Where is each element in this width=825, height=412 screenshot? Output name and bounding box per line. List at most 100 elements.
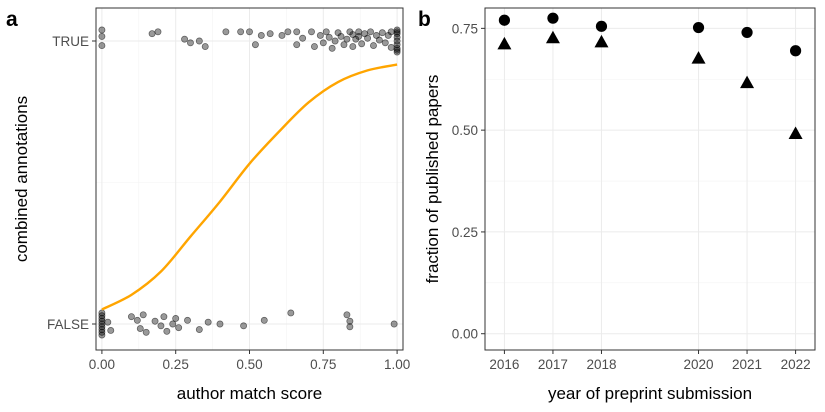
panel-a-point <box>240 322 248 330</box>
panel-a-point <box>378 29 386 37</box>
panel-a-point <box>287 309 295 317</box>
panel-a-point <box>393 33 401 41</box>
panel-b-x-tick-label: 2016 <box>489 357 519 372</box>
panel-a-point <box>266 30 274 38</box>
panel-a-point <box>308 28 315 36</box>
panel-a-y-axis: FALSE TRUE <box>47 34 96 332</box>
panel-a-point <box>181 35 189 43</box>
panel-a-point <box>172 315 180 322</box>
panel-a-y-tick-label: TRUE <box>52 34 89 49</box>
panel-b-y-title: fraction of published papers <box>423 75 442 284</box>
panel-b-circle-point <box>692 21 705 34</box>
panel-a-point <box>284 28 292 36</box>
panel-a-x-tick-label: 1.00 <box>384 357 410 372</box>
panel-a-point <box>187 39 194 47</box>
panel-a-point <box>390 320 398 328</box>
panel-b-triangle-point <box>788 126 803 139</box>
panel-a-point <box>136 325 144 333</box>
panel-a-point <box>237 28 245 36</box>
panel-b-y-axis: 0.00 0.25 0.50 0.75 <box>452 21 485 342</box>
panel-b-circle-point <box>547 12 559 24</box>
panel-a-y-title: combined annotations <box>12 96 31 262</box>
panel-a-x-title: author match score <box>177 384 323 403</box>
panel-a-point <box>337 32 345 40</box>
panel-a-point <box>184 316 191 324</box>
panel-a-point <box>195 326 203 333</box>
panel-a-point <box>340 41 348 49</box>
panel-b-x-tick-label: 2020 <box>684 357 714 372</box>
panel-a-fit-curve <box>101 63 398 311</box>
panel-a-point <box>154 28 162 36</box>
panel-a-point <box>98 42 106 50</box>
panel-a-point <box>393 28 401 36</box>
panel-a-point <box>260 316 268 324</box>
panel-a-grid <box>96 8 403 350</box>
panel-a-point <box>201 43 209 50</box>
panel-a-tag: a <box>6 8 18 31</box>
panel-a-point <box>293 28 301 36</box>
panel-a-y-tick-label: FALSE <box>47 317 89 332</box>
panel-a-point <box>322 28 330 36</box>
panel-a-point <box>98 32 106 40</box>
panel-b-circle-point <box>498 14 511 26</box>
panel-a-point <box>127 313 135 321</box>
panel-a-point <box>133 316 141 324</box>
panel-b-y-tick-label: 0.00 <box>452 327 478 342</box>
panel-a-point <box>160 313 168 321</box>
panel-a-x-tick-label: 0.50 <box>236 357 262 372</box>
panel-a-point <box>175 324 183 332</box>
panel-a-point <box>98 26 106 34</box>
panel-b-x-tick-label: 2018 <box>586 357 616 372</box>
panel-b-circle-point <box>789 45 802 57</box>
panel-a-point <box>216 320 224 328</box>
panel-b-y-tick-label: 0.50 <box>452 123 478 138</box>
panel-a-x-tick-label: 0.00 <box>89 357 115 372</box>
panel-a-point <box>148 30 156 38</box>
panel-b-x-tick-label: 2021 <box>732 357 762 372</box>
panel-a-point <box>349 43 357 50</box>
panel-a-point <box>387 28 395 36</box>
panel-a-point <box>246 28 253 36</box>
panel-b-points <box>497 12 803 139</box>
panel-a-x-tick-label: 0.25 <box>163 357 189 372</box>
panel-a-point <box>346 323 354 331</box>
panel-a: a 0.00 0.25 0.50 0.75 1.00 FALSE TRUE author … <box>6 7 410 403</box>
panel-a-point <box>331 37 339 45</box>
panel-a-x-axis: 0.00 0.25 0.50 0.75 1.00 <box>89 350 410 372</box>
panel-a-point <box>293 41 301 49</box>
panel-b-x-title: year of preprint submission <box>548 384 752 403</box>
panel-a-point <box>328 44 336 52</box>
panel-a-point <box>195 37 203 45</box>
panel-b-triangle-point <box>545 30 560 44</box>
panel-b-tag: b <box>418 8 431 31</box>
panel-a-point <box>157 322 165 330</box>
panel-a-point <box>381 39 389 47</box>
panel-b-triangle-point <box>740 75 755 89</box>
panel-b-grid <box>485 8 815 350</box>
panel-a-point <box>169 320 177 328</box>
panel-a-point <box>151 317 159 325</box>
panel-a-point <box>299 34 307 42</box>
panel-a-point <box>310 43 318 50</box>
panel-a-point <box>346 317 354 325</box>
panel-a-point <box>393 37 401 45</box>
panel-a-point <box>393 46 401 54</box>
panel-a-point <box>142 328 150 336</box>
panel-a-point <box>163 327 171 335</box>
panel-a-point <box>393 30 401 38</box>
panel-b-circle-point <box>741 26 753 39</box>
panel-a-point <box>343 311 351 319</box>
panel-b-x-tick-label: 2017 <box>538 357 568 372</box>
panel-a-point <box>139 311 147 319</box>
panel-b-x-axis: 2016 2017 2018 2020 2021 2022 <box>489 350 811 372</box>
panel-a-point <box>104 318 112 326</box>
panel-a-point <box>98 331 106 339</box>
panel-a-point <box>370 42 377 50</box>
panel-a-point <box>393 48 401 56</box>
panel-b-y-tick-label: 0.75 <box>452 21 478 36</box>
panel-a-point <box>393 26 401 34</box>
panel-a-points <box>98 26 401 339</box>
panel-a-point <box>257 32 265 39</box>
panel-b-y-tick-label: 0.25 <box>452 225 478 240</box>
